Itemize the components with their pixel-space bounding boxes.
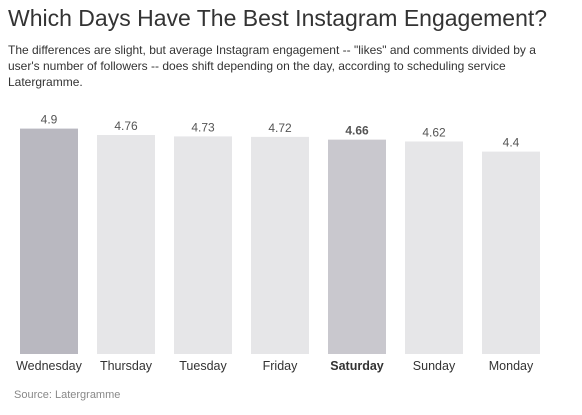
bar-monday: [482, 151, 540, 354]
bar-friday: [251, 136, 309, 354]
bar-chart: 4.9 Wednesday 4.76 Thursday 4.73 Tuesday 4.72 F…: [16, 113, 540, 373]
bar-saturday: [328, 139, 386, 354]
chart-subtitle: The differences are slight, but average …: [8, 43, 536, 89]
category-label-tuesday: Tuesday: [179, 359, 227, 373]
category-label-saturday: Saturday: [330, 359, 384, 373]
value-label-friday: 4.72: [268, 121, 292, 135]
category-label-sunday: Sunday: [413, 359, 456, 373]
value-label-wednesday: 4.9: [41, 113, 58, 127]
category-label-friday: Friday: [263, 359, 298, 373]
category-label-monday: Monday: [489, 359, 534, 373]
bar-thursday: [97, 135, 155, 354]
category-label-wednesday: Wednesday: [16, 359, 83, 373]
value-label-sunday: 4.62: [422, 125, 446, 139]
bar-tuesday: [174, 136, 232, 354]
value-label-tuesday: 4.73: [191, 120, 215, 134]
bar-wednesday: [20, 128, 78, 354]
bar-sunday: [405, 141, 463, 354]
category-label-thursday: Thursday: [100, 359, 153, 373]
value-label-thursday: 4.76: [114, 119, 138, 133]
value-label-monday: 4.4: [503, 136, 520, 150]
value-label-saturday: 4.66: [345, 124, 369, 138]
source-note: Source: Latergramme: [14, 389, 121, 401]
chart-title: Which Days Have The Best Instagram Engag…: [8, 5, 548, 31]
